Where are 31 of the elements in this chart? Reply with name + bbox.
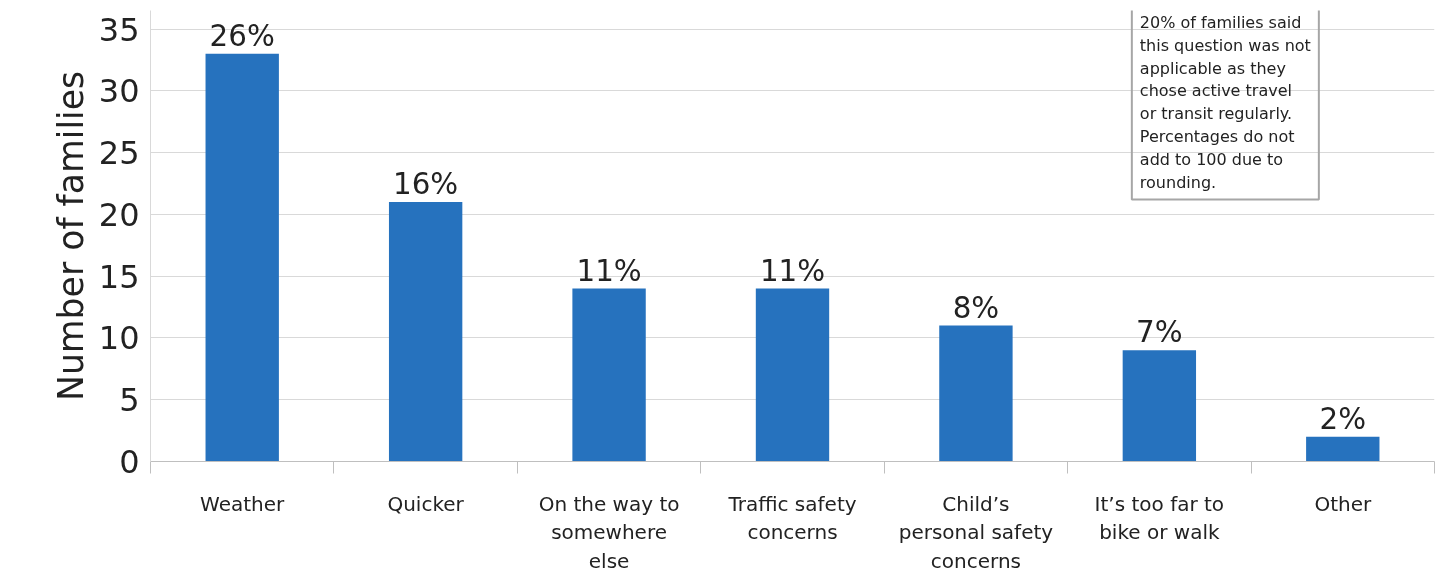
x-tick-label: Other (1314, 491, 1372, 516)
x-tick-label: It’s too far to bike or walk (1094, 491, 1225, 545)
y-tick-label: 20 (98, 195, 140, 234)
bar (755, 288, 830, 462)
x-tick-label: Traffic safety concerns (727, 491, 857, 545)
bar (1306, 436, 1380, 462)
y-tick-label: 15 (98, 257, 140, 296)
y-tick-label: 10 (98, 319, 140, 358)
x-tick-label: On the way to somewhere else (538, 491, 680, 574)
bar (939, 325, 1013, 462)
annotation: 16% (393, 167, 459, 202)
x-tick-label: Child’s personal safety concerns (898, 491, 1054, 574)
bar (1122, 350, 1197, 462)
y-tick-label: 25 (98, 134, 140, 173)
annotation: 26% (209, 18, 275, 53)
y-tick-label: 0 (119, 443, 140, 481)
y-tick-label: 30 (98, 72, 140, 111)
y-axis-title: Number of families (50, 70, 91, 402)
bar (388, 202, 463, 462)
annotation: 2% (1319, 401, 1367, 436)
bar (572, 288, 646, 462)
annotation: 8% (952, 290, 1000, 325)
y-tick-label: 35 (98, 10, 140, 49)
bar (205, 53, 279, 462)
x-tick-label: Quicker (387, 491, 465, 516)
annotation: 7% (1136, 315, 1183, 350)
y-tick-label: 5 (119, 381, 140, 420)
annotation: 11% (759, 253, 826, 288)
annotation: 20% of families said this question was not applicable as they chose active travel or transit regularly. Percentages do not add to 100 due to rounding. (1139, 12, 1311, 192)
annotation: 11% (576, 253, 642, 288)
x-tick-label: Weather (200, 491, 286, 516)
